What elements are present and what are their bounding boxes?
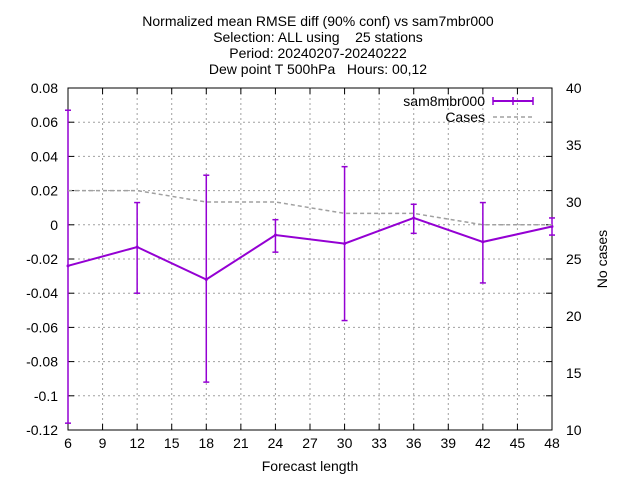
x-axis-label: Forecast length [262, 458, 359, 474]
y-tick-label: -0.02 [26, 251, 58, 267]
series-line [67, 216, 553, 281]
data-point [343, 242, 347, 246]
data-point [66, 264, 70, 268]
error-bar [341, 165, 348, 322]
y2-tick-label: 30 [566, 194, 582, 210]
error-bar [549, 217, 555, 236]
x-tick-label: 9 [99, 435, 107, 451]
x-tick-label: 21 [233, 435, 249, 451]
x-tick-label: 33 [371, 435, 387, 451]
y-tick-label: -0.04 [26, 285, 58, 301]
title-line: Selection: ALL using 25 stations [213, 29, 423, 45]
x-tick-label: 36 [406, 435, 422, 451]
y2-tick-label: 35 [566, 137, 582, 153]
x-tick-label: 15 [164, 435, 180, 451]
title-line: Dew point T 500hPa Hours: 00,12 [209, 61, 427, 77]
title-line: Normalized mean RMSE diff (90% conf) vs … [142, 13, 494, 29]
x-tick-label: 27 [302, 435, 318, 451]
y-tick-label: -0.1 [34, 388, 58, 404]
y-tick-label: 0 [50, 217, 58, 233]
y2-tick-label: 10 [566, 422, 582, 438]
x-tick-label: 45 [510, 435, 526, 451]
y-tick-label: 0.04 [31, 148, 58, 164]
series-main [65, 109, 555, 424]
y-axis-ticks: 0.08 0.06 0.04 0.02 0 -0.02 -0.04 -0.06 -0.08 -0.… [26, 80, 552, 438]
y-tick-label: -0.06 [26, 319, 58, 335]
data-point [412, 216, 416, 220]
x-tick-label: 42 [475, 435, 491, 451]
y-tick-label: 0.08 [31, 80, 58, 96]
x-tick-label: 30 [337, 435, 353, 451]
error-bar [65, 109, 71, 424]
y2-axis-label: No cases [594, 230, 610, 288]
data-point [273, 233, 277, 237]
y-tick-label: 0.06 [31, 114, 58, 130]
y2-tick-label: 20 [566, 308, 582, 324]
x-axis-ticks: 6 9 12 15 18 21 24 27 30 33 36 39 42 45 48 [64, 88, 560, 451]
legend-label: sam8mbr000 [403, 93, 485, 109]
series-line [68, 189, 552, 226]
error-bar [272, 218, 279, 253]
y-tick-label: -0.08 [26, 354, 58, 370]
data-point [550, 225, 554, 229]
x-tick-label: 48 [544, 435, 560, 451]
x-tick-label: 12 [129, 435, 145, 451]
error-bar [203, 174, 210, 383]
error-bar [410, 203, 417, 235]
data-point [481, 240, 485, 244]
data-point [135, 245, 139, 249]
chart-title: Normalized mean RMSE diff (90% conf) vs … [142, 13, 494, 77]
series [65, 109, 555, 424]
x-tick-label: 24 [268, 435, 284, 451]
y-tick-label: 0.02 [31, 183, 58, 199]
title-line: Period: 20240207-20240222 [229, 45, 407, 61]
grid [68, 88, 552, 430]
x-tick-label: 18 [198, 435, 214, 451]
x-tick-label: 39 [440, 435, 456, 451]
y2-tick-label: 15 [566, 365, 582, 381]
error-bar [479, 201, 486, 284]
series-cases [68, 189, 552, 226]
y-tick-label: -0.12 [26, 422, 58, 438]
y2-tick-label: 25 [566, 251, 582, 267]
error-bar [134, 201, 141, 294]
data-point [204, 278, 208, 282]
y2-axis-ticks: 40 35 30 25 20 15 10 [566, 80, 582, 438]
x-tick-label: 6 [64, 435, 72, 451]
legend-label: Cases [445, 109, 485, 125]
y2-tick-label: 40 [566, 80, 582, 96]
